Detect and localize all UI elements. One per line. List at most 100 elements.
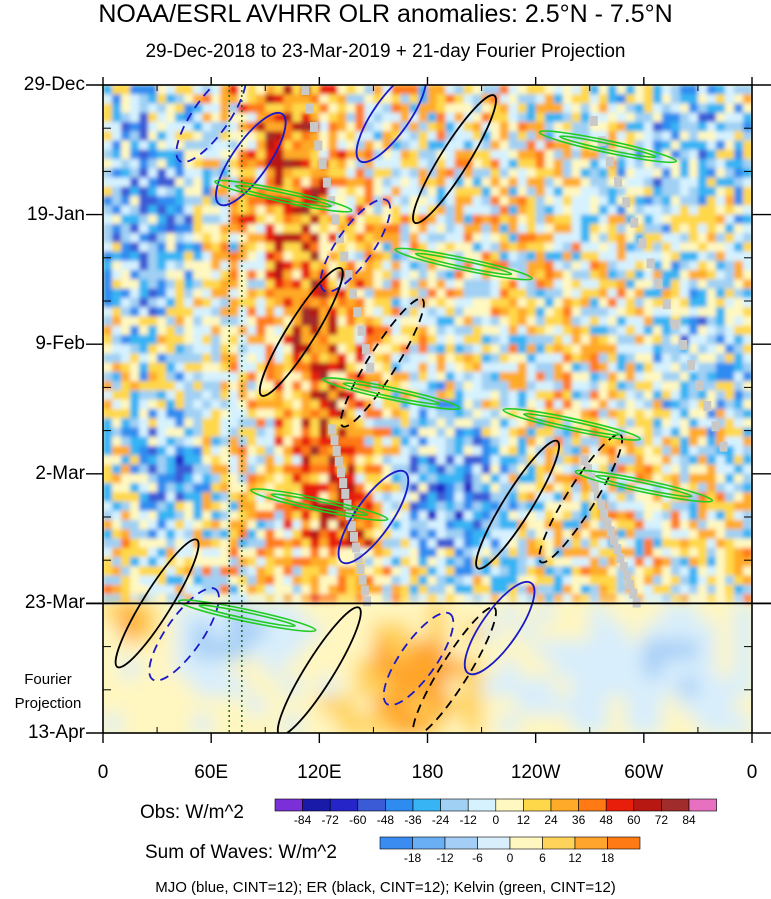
projection-cell [463, 714, 483, 733]
obs-cell [607, 409, 618, 419]
obs-cell [148, 446, 158, 456]
obs-cell [337, 159, 347, 169]
obs-cell [319, 436, 329, 447]
obs-cell [607, 427, 618, 438]
obs-cell [337, 196, 347, 206]
obs-cell [679, 334, 690, 345]
obs-cell [490, 122, 501, 132]
obs-cell [238, 390, 248, 401]
obs-cell [418, 288, 429, 299]
projection-cell [211, 677, 231, 697]
projection-cell [427, 696, 447, 716]
obs-cell [688, 520, 699, 530]
obs-cell [562, 214, 573, 225]
obs-cell [103, 103, 113, 114]
obs-cell [283, 279, 293, 290]
obs-cell [238, 483, 248, 493]
obs-cell [670, 390, 681, 401]
obs-cell [589, 353, 600, 364]
obs-cell [112, 575, 122, 586]
obs-cell [292, 464, 302, 475]
obs-cell [103, 455, 113, 466]
obs-cell [706, 547, 717, 558]
obs-cell [526, 575, 537, 586]
obs-cell [301, 362, 311, 373]
obs-cell [211, 418, 221, 429]
obs-cell [706, 122, 717, 132]
obs-cell [148, 122, 158, 132]
obs-cell [472, 270, 483, 280]
obs-cell [472, 325, 483, 336]
obs-cell [625, 501, 636, 512]
obs-cell [517, 223, 528, 234]
obs-cell [535, 594, 546, 604]
obs-cell [103, 260, 113, 271]
obs-cell [436, 575, 447, 586]
obs-cell [202, 455, 212, 466]
obs-cell [661, 214, 672, 225]
obs-cell [697, 140, 708, 151]
projection-cell [607, 621, 627, 642]
obs-cell [517, 372, 528, 382]
obs-cell [319, 362, 329, 373]
projection-cell [715, 714, 735, 733]
obs-cell [274, 483, 284, 493]
obs-cell [175, 362, 185, 373]
obs-cell [517, 575, 528, 586]
obs-cell [643, 547, 654, 558]
obs-cell [202, 279, 212, 290]
obs-cell [743, 177, 752, 188]
obs-cell [679, 520, 690, 530]
obs-cell [328, 409, 338, 419]
missing-data-cell [331, 214, 340, 225]
obs-cell [472, 344, 483, 355]
obs-cell [373, 594, 383, 604]
obs-cell [652, 427, 663, 438]
obs-cell [355, 455, 365, 466]
obs-cell [706, 455, 717, 466]
obs-cell [643, 140, 654, 151]
obs-cell [184, 501, 194, 512]
obs-cell [743, 529, 752, 540]
obs-cell [589, 566, 600, 577]
obs-cell [301, 594, 311, 604]
obs-cell [734, 103, 744, 114]
obs-cell [139, 251, 149, 262]
obs-cell [193, 510, 203, 521]
obs-cell [328, 344, 338, 355]
projection-cell [643, 658, 663, 679]
obs-cell [409, 251, 420, 262]
obs-cell [734, 362, 744, 373]
obs-cell [734, 381, 744, 392]
obs-cell [256, 520, 266, 530]
obs-cell [130, 446, 140, 456]
obs-cell [292, 270, 302, 280]
obs-cell [643, 297, 654, 308]
obs-cell [571, 242, 582, 253]
obs-cell [229, 464, 239, 475]
obs-cell [625, 473, 636, 484]
obs-cell [688, 455, 699, 466]
obs-cell [562, 223, 573, 234]
obs-cell [616, 196, 627, 206]
obs-cell [634, 529, 645, 540]
obs-cell [508, 473, 519, 484]
obs-cell [247, 94, 257, 105]
obs-cell [220, 436, 230, 447]
obs-cell [697, 362, 708, 373]
obs-cell [598, 344, 609, 355]
obs-cell [400, 372, 411, 382]
obs-cell [463, 399, 474, 410]
obs-cell [427, 547, 438, 558]
obs-cell [508, 270, 519, 280]
obs-cell [571, 186, 582, 197]
obs-cell [725, 353, 735, 364]
obs-cell [697, 325, 708, 336]
obs-cell [598, 307, 609, 318]
obs-cell [211, 399, 221, 410]
obs-cell [643, 557, 654, 567]
obs-cell [265, 214, 275, 225]
obs-cell [661, 557, 672, 567]
x-tick-label: 120W [510, 762, 561, 783]
obs-cell [139, 446, 149, 456]
